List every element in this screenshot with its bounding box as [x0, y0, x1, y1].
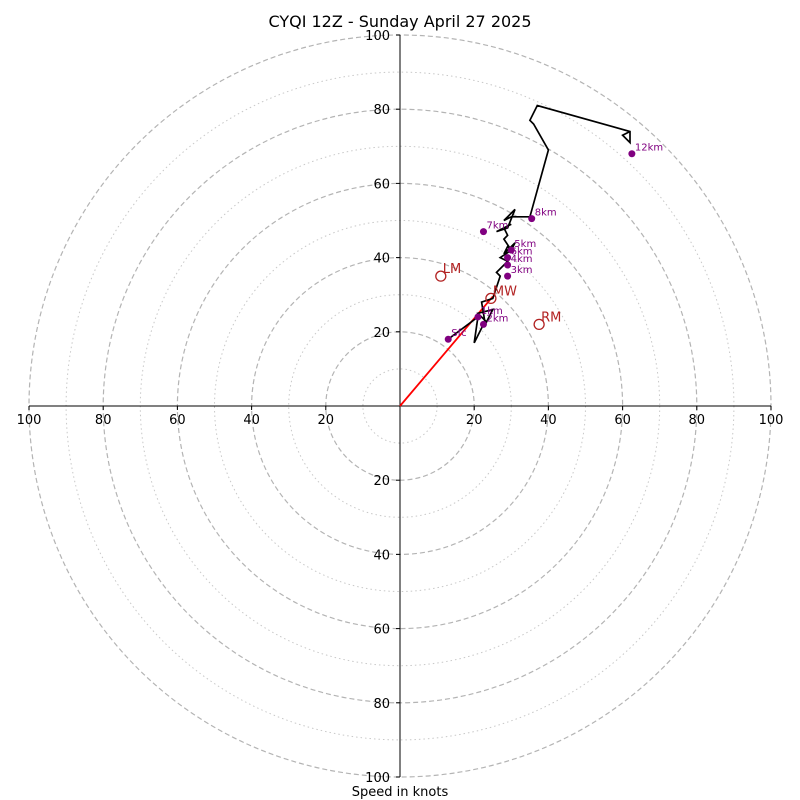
height-marker-6km — [504, 254, 512, 262]
height-label-5km: 5km — [514, 239, 536, 250]
x-tick-label: 20 — [318, 413, 335, 428]
storm-motion-lm — [435, 270, 447, 282]
y-tick-label: 60 — [373, 623, 390, 638]
height-label-8km: 8km — [535, 208, 557, 219]
height-label-6km: 6km — [511, 247, 533, 258]
wind-trace — [447, 104, 631, 344]
height-marker-4km — [504, 261, 512, 269]
wind-trace-line — [447, 104, 631, 344]
height-marker-12km — [628, 150, 636, 158]
x-tick-label: 40 — [243, 413, 260, 428]
height-marker-3km — [504, 272, 512, 280]
y-tick-label: 20 — [373, 474, 390, 489]
x-tick-label: 80 — [689, 413, 706, 428]
x-tick-label: 100 — [759, 413, 784, 428]
storm-motion-label-mw: MW — [493, 284, 517, 299]
x-tick-label: 100 — [17, 413, 42, 428]
x-tick-label: 60 — [169, 413, 186, 428]
chart-title: CYQI 12Z - Sunday April 27 2025 — [268, 12, 531, 31]
x-axis-label: Speed in knots — [352, 785, 449, 800]
height-label-4km: 4km — [511, 254, 533, 265]
x-tick-label: 40 — [540, 413, 557, 428]
height-label-2km: 2km — [486, 313, 508, 324]
y-tick-label: 100 — [365, 771, 390, 786]
storm-motion-markers: LM MW RM — [435, 262, 561, 331]
x-tick-label: 60 — [614, 413, 631, 428]
x-tick-labels: 100 80 60 40 20 20 40 60 80 100 — [17, 406, 784, 428]
height-marker-7km — [479, 228, 487, 236]
y-tick-label: 60 — [373, 177, 390, 192]
x-tick-label: 20 — [466, 413, 483, 428]
height-marker-2km — [479, 320, 487, 328]
height-marker-8km — [528, 215, 536, 223]
y-tick-label: 20 — [373, 326, 390, 341]
height-label-7km: 7km — [486, 221, 508, 232]
height-marker-1km — [474, 313, 482, 321]
height-label-1km: 1km — [481, 306, 503, 317]
y-tick-label: 100 — [365, 29, 390, 44]
y-tick-label: 40 — [373, 252, 390, 267]
y-tick-label: 80 — [373, 103, 390, 118]
storm-motion-label-lm: LM — [443, 262, 461, 277]
y-tick-labels: 100 80 60 40 20 20 40 60 80 100 — [365, 29, 400, 786]
storm-motion-mw — [485, 292, 497, 305]
y-tick-label: 80 — [373, 697, 390, 712]
height-marker-sfc — [444, 335, 452, 343]
height-label-3km: 3km — [511, 265, 533, 276]
storm-motion-rm — [533, 318, 545, 331]
storm-motion-label-rm: RM — [541, 310, 561, 325]
x-tick-label: 80 — [95, 413, 112, 428]
y-tick-label: 40 — [373, 548, 390, 563]
height-label-12km: 12km — [635, 143, 663, 154]
height-marker-5km — [507, 246, 515, 254]
height-label-sfc: Sfc — [451, 328, 466, 339]
